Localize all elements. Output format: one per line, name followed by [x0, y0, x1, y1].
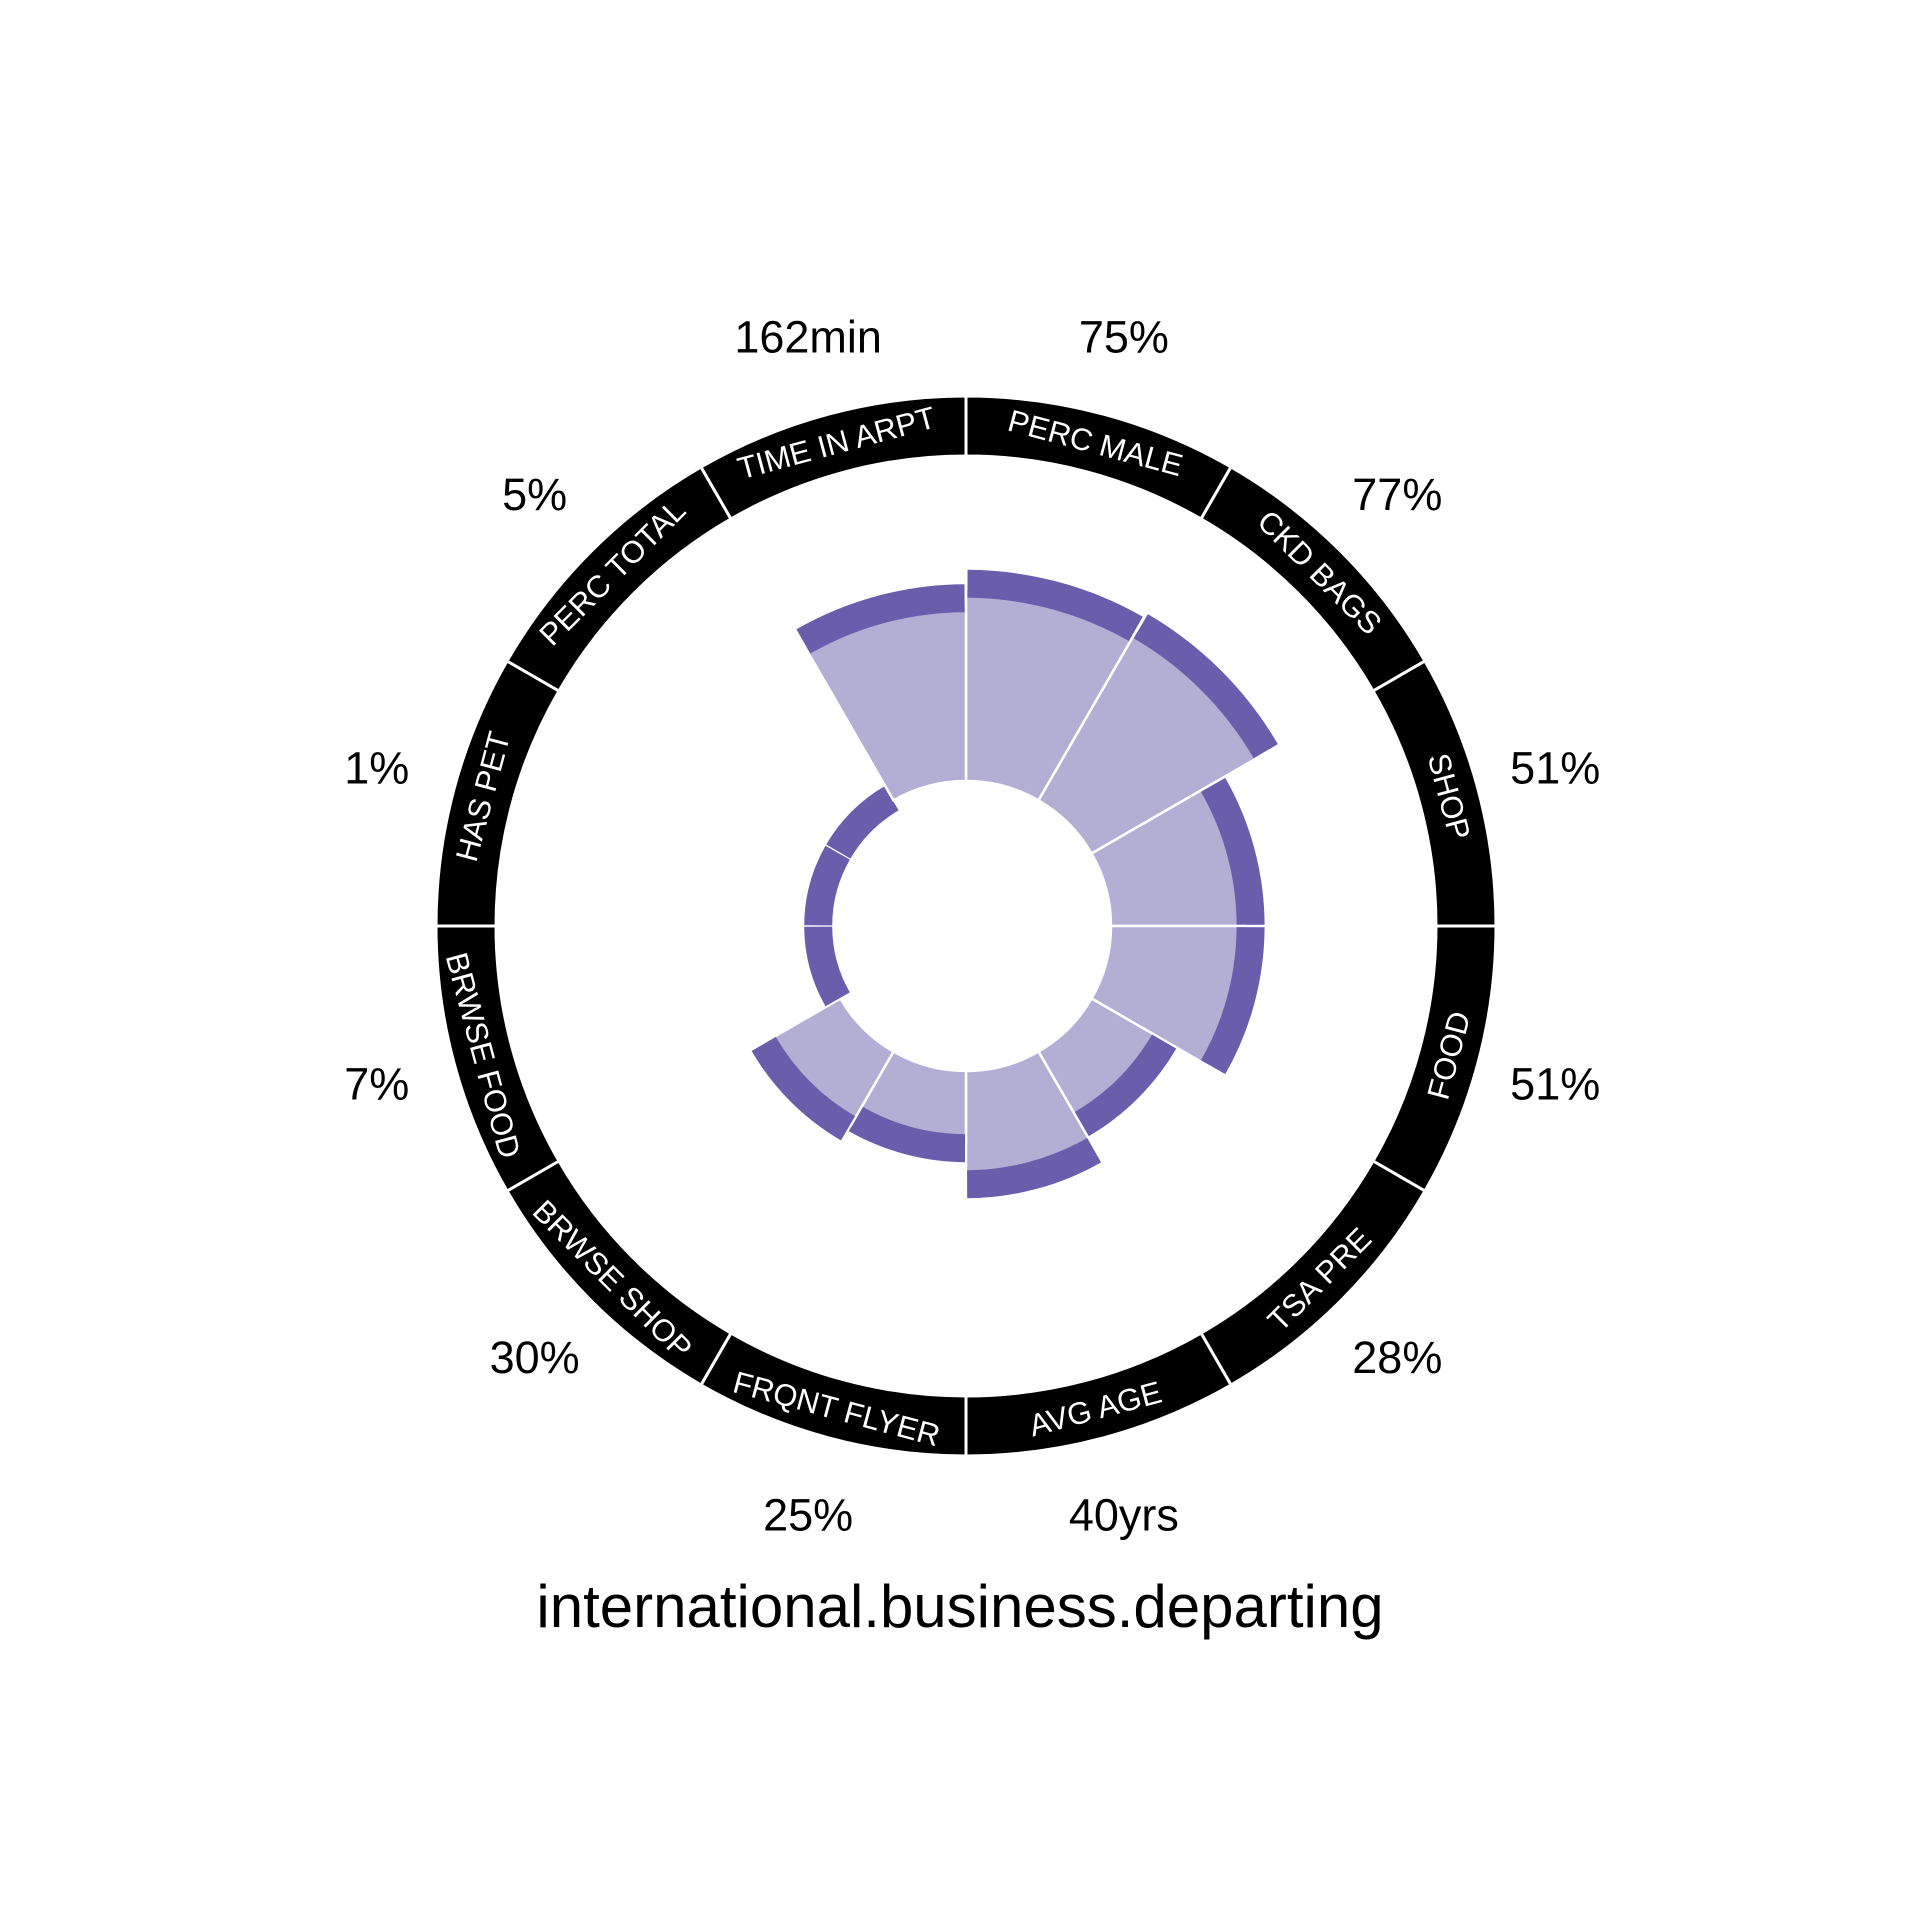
- value-label-perc-total: 5%: [502, 469, 567, 520]
- value-label-ckd-bags: 77%: [1352, 469, 1442, 520]
- value-labels: 75% 77% 51% 51% 28% 40yrs 25% 30% 7% 1% 5% 162min: [344, 311, 1600, 1540]
- bars-layer: [751, 569, 1278, 1199]
- bar-cap-ckd-bags: [1133, 614, 1278, 759]
- value-label-frqnt-flyer: 25%: [763, 1490, 853, 1541]
- bar-cap-brwse-shop: [751, 1036, 856, 1141]
- value-label-tsa-pre: 28%: [1352, 1332, 1442, 1383]
- bar-cap-avg-age: [967, 1138, 1102, 1199]
- bar-cap-time-in-arpt: [796, 584, 965, 654]
- value-label-shop: 51%: [1510, 743, 1600, 794]
- value-label-food: 51%: [1510, 1058, 1600, 1109]
- value-label-has-pet: 1%: [344, 743, 409, 794]
- bar-cap-tsa-pre: [1074, 1034, 1177, 1137]
- value-label-time-in-arpt: 162min: [734, 311, 882, 362]
- category-label-ckd-bags: CKD BAGS: [1251, 503, 1389, 641]
- bar-cap-has-pet: [804, 845, 850, 926]
- chart-title: international.business.departing: [536, 1573, 1383, 1640]
- value-label-perc-male: 75%: [1079, 311, 1169, 362]
- bar-cap-food: [1200, 927, 1265, 1075]
- bar-cap-brwse-food: [804, 926, 850, 1007]
- value-label-brwse-shop: 30%: [490, 1332, 580, 1383]
- value-label-avg-age: 40yrs: [1069, 1490, 1179, 1541]
- bar-cap-perc-male: [967, 569, 1143, 642]
- ring-segment-time-in-arpt: [698, 394, 968, 522]
- bar-cap-shop: [1200, 777, 1265, 925]
- bar-cap-frqnt-flyer: [848, 1106, 966, 1163]
- value-label-brwse-food: 7%: [344, 1058, 409, 1109]
- bar-cap-perc-total: [826, 786, 899, 859]
